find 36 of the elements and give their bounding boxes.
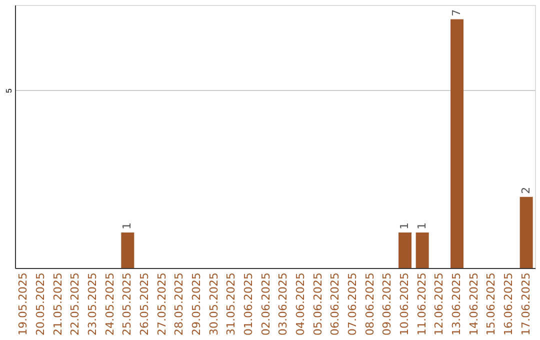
- x-tick-label: 25.05.2025: [120, 272, 134, 336]
- x-tick-label: 29.05.2025: [190, 272, 203, 336]
- x-tick-label: 27.05.2025: [155, 272, 168, 336]
- data-label: 1: [415, 222, 428, 230]
- x-tick-label: 01.06.2025: [242, 272, 255, 336]
- x-tick-label: 23.05.2025: [86, 272, 99, 336]
- x-tick-label: 20.05.2025: [34, 272, 47, 336]
- x-tick-label: 21.05.2025: [51, 272, 64, 336]
- x-tick-label: 10.06.2025: [398, 272, 411, 336]
- x-tick-label: 03.06.2025: [276, 272, 290, 336]
- x-tick-label: 07.06.2025: [346, 272, 359, 336]
- x-tick-label: 19.05.2025: [16, 272, 30, 336]
- data-label: 2: [519, 186, 532, 194]
- x-tick-label: 30.05.2025: [207, 272, 220, 336]
- x-tick-label: 11.06.2025: [415, 272, 428, 336]
- x-tick-label: 04.06.2025: [294, 272, 307, 336]
- x-tick-label: 15.06.2025: [484, 272, 498, 336]
- x-tick-label: 24.05.2025: [103, 272, 116, 336]
- x-tick-label: 28.05.2025: [172, 272, 186, 336]
- x-tick-label: 02.06.2025: [259, 272, 272, 336]
- data-label: 7: [450, 9, 463, 16]
- x-tick-label: 16.06.2025: [502, 272, 515, 336]
- x-tick-label: 22.05.2025: [68, 272, 82, 336]
- x-tick-label: 09.06.2025: [380, 272, 394, 336]
- x-tick-label: 13.06.2025: [450, 272, 463, 336]
- x-tick-label: 08.06.2025: [363, 272, 376, 336]
- x-tick-label: 06.06.2025: [328, 272, 342, 336]
- x-tick-label: 12.06.2025: [432, 272, 446, 336]
- data-label: 1: [120, 222, 134, 230]
- x-tick-label: 31.05.2025: [224, 272, 238, 336]
- x-tick-label: 17.06.2025: [519, 272, 532, 336]
- x-tick-label: 14.06.2025: [467, 272, 480, 336]
- x-tick-label: 05.06.2025: [311, 272, 324, 336]
- y-tick-label: 5: [4, 88, 14, 94]
- x-tick-label: 26.05.2025: [138, 272, 151, 336]
- data-label: 1: [398, 222, 411, 230]
